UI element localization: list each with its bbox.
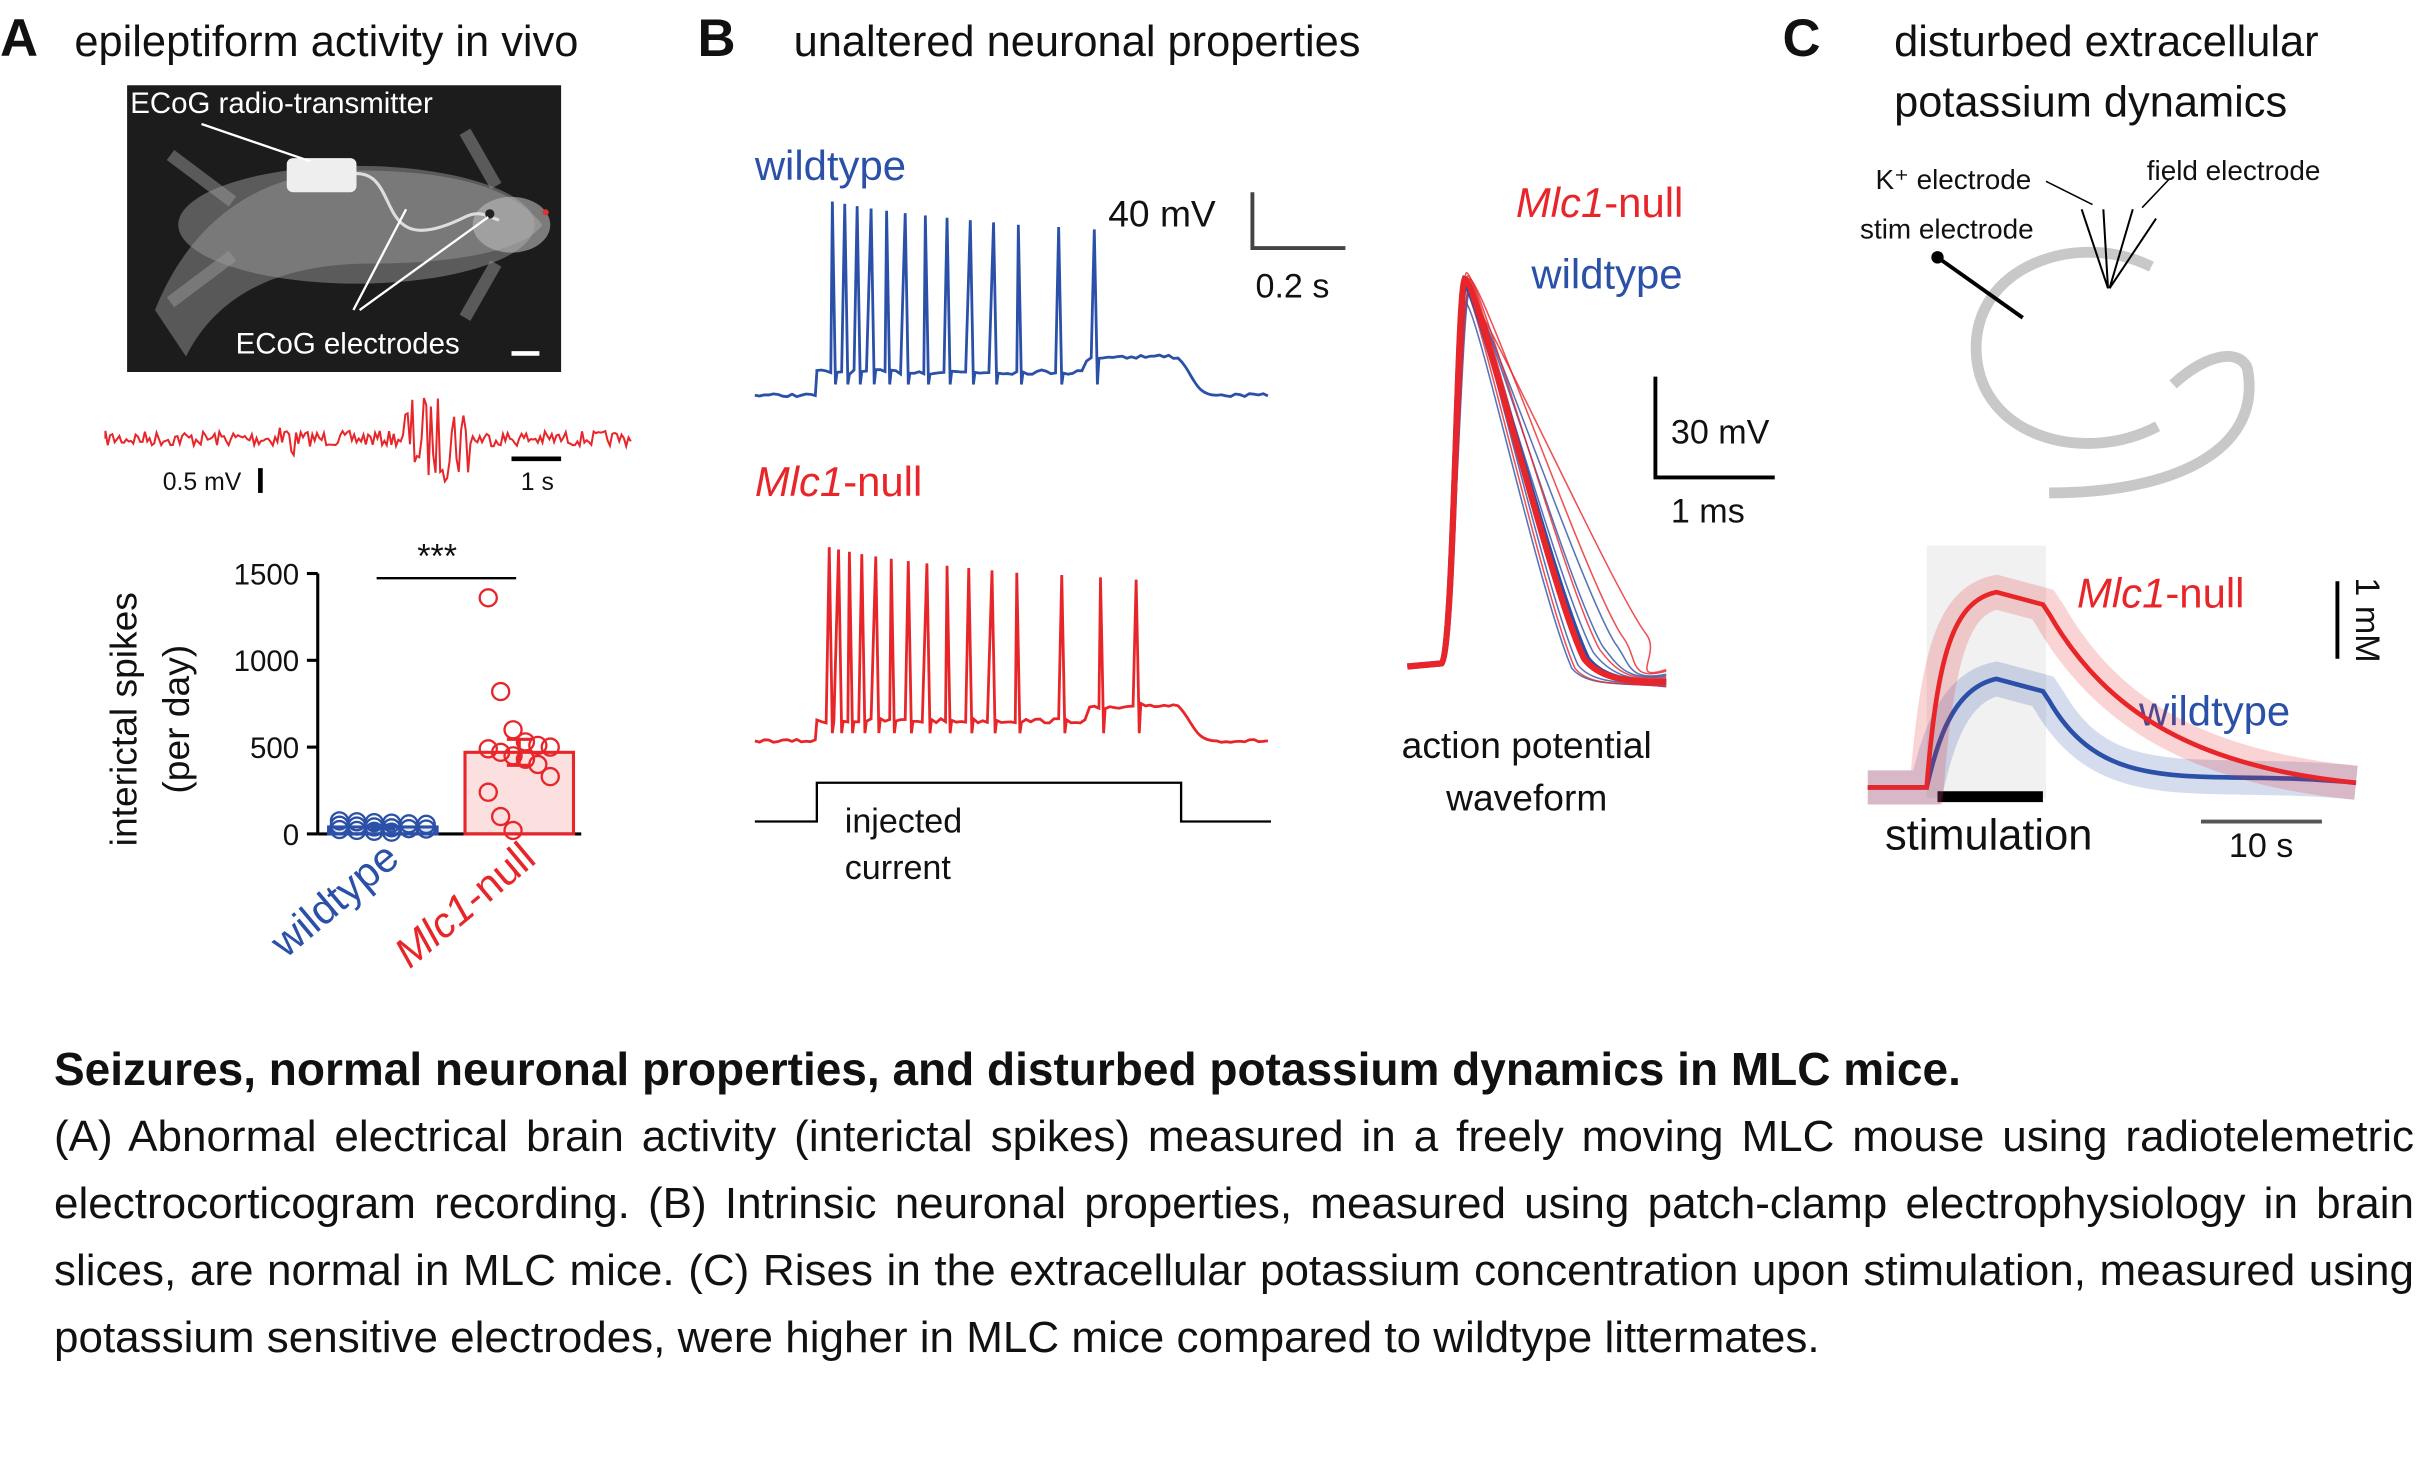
- wildtype-k-trace: [1867, 676, 2357, 790]
- data-point: [490, 681, 511, 702]
- image-label: ECoG radio-transmitter: [130, 87, 433, 120]
- current-label: injected: [845, 802, 962, 840]
- xray-image: [127, 85, 562, 373]
- legend-label: wildtype: [1530, 250, 1682, 297]
- scale-bar: [1250, 192, 1346, 250]
- caption-text: (A) Abnormal electrical brain activity (…: [54, 1112, 2414, 1362]
- scale-label: 10 s: [2229, 827, 2293, 865]
- y-tick-label: 1000: [234, 645, 300, 678]
- data-point: [478, 782, 498, 802]
- panel-letter: C: [1783, 9, 1821, 68]
- data-point: [503, 720, 523, 740]
- scale-label: 40 mV: [1108, 192, 1216, 234]
- electrode-label: K⁺ electrode: [1876, 164, 2032, 195]
- panel-title: potassium dynamics: [1894, 78, 2287, 126]
- data-point: [478, 739, 498, 759]
- panel-title: unaltered neuronal properties: [794, 18, 1361, 66]
- electrode-label: stim electrode: [1860, 214, 2034, 245]
- trace-label: wildtype: [754, 142, 906, 189]
- panel-title: epileptiform activity in vivo: [74, 18, 578, 66]
- x-tick-label: Mlc1-null: [385, 833, 543, 977]
- panel-title: disturbed extracellular: [1894, 18, 2318, 66]
- waveform-label: waveform: [1445, 777, 1607, 819]
- x-tick-label: wildtype: [260, 833, 407, 967]
- data-point: [381, 822, 402, 842]
- y-tick-label: 0: [283, 819, 299, 852]
- data-point: [515, 749, 536, 769]
- waveform-label: action potential: [1402, 724, 1652, 766]
- data-point: [503, 746, 523, 766]
- caption: Seizures, normal neuronal properties, an…: [54, 1036, 2414, 1371]
- data-point: [490, 806, 511, 827]
- trace-label: Mlc1-null: [755, 458, 922, 505]
- data-point: [540, 737, 560, 757]
- image-label: ECoG electrodes: [236, 327, 460, 360]
- panel-letter: A: [0, 9, 38, 68]
- scale-label: 0.2 s: [1256, 268, 1330, 306]
- ap-waveform: [1407, 275, 1667, 686]
- panel-letter: B: [698, 9, 736, 68]
- scale-label: 1 ms: [1671, 492, 1745, 530]
- electrode-label: field electrode: [2147, 155, 2321, 186]
- data-point: [416, 819, 436, 839]
- data-point: [478, 588, 498, 608]
- null-spike-train: [754, 547, 1269, 744]
- wildtype-spike-train: [754, 201, 1269, 399]
- trace-label: Mlc1-null: [2077, 570, 2244, 617]
- scale-label: 30 mV: [1671, 413, 1770, 451]
- data-point: [528, 754, 548, 775]
- data-point: [490, 742, 511, 763]
- y-axis-label: (per day): [155, 645, 197, 794]
- data-point: [528, 735, 548, 756]
- y-tick-label: 500: [250, 732, 299, 765]
- scale-label: 0.5 mV: [163, 469, 242, 496]
- scale-label: 1 mM: [2348, 577, 2386, 662]
- null-k-trace: [1867, 589, 2357, 790]
- current-label: current: [845, 849, 952, 887]
- ecog-trace: [104, 397, 632, 484]
- current-step: [754, 781, 1271, 823]
- caption-title: Seizures, normal neuronal properties, an…: [54, 1043, 1961, 1095]
- significance: ***: [417, 537, 457, 575]
- data-point: [540, 766, 560, 787]
- scale-label: 1 s: [521, 469, 554, 496]
- data-point: [503, 820, 523, 841]
- stimulation-label: stimulation: [1885, 811, 2092, 859]
- hippocampus-diagram: [1931, 177, 2255, 499]
- data-point: [416, 814, 436, 835]
- figure: A epileptiform activity in vivo B unalte…: [0, 9, 2386, 977]
- stimulation-window: [1926, 545, 2046, 799]
- y-tick-label: 1500: [234, 558, 300, 591]
- legend-label: Mlc1-null: [1516, 179, 1683, 226]
- scale-bar: [1653, 376, 1775, 480]
- y-axis-label: interictal spikes: [102, 592, 144, 846]
